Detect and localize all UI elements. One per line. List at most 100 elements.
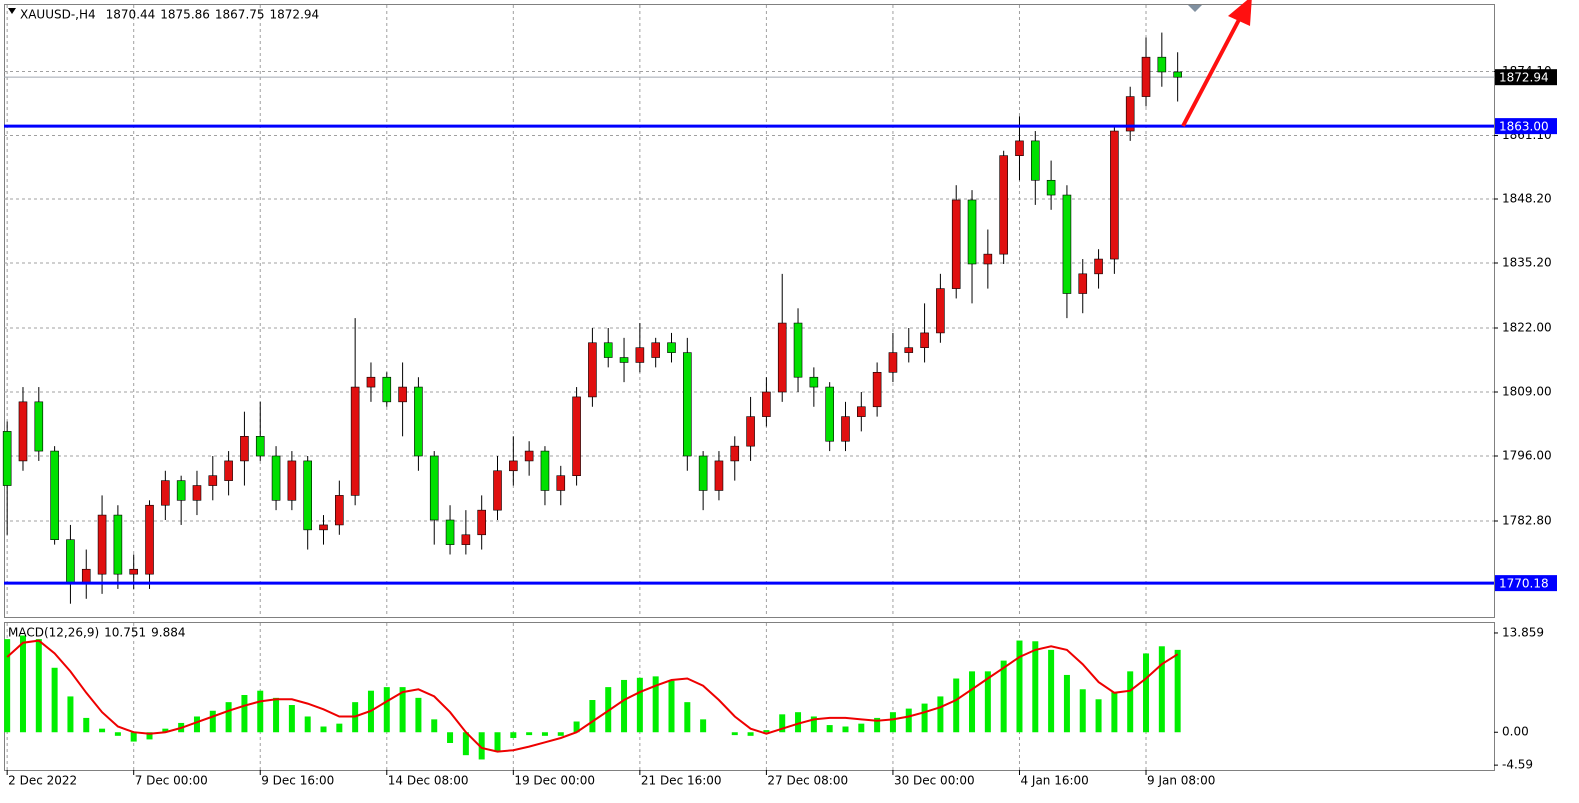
level-badge xyxy=(1495,575,1557,592)
histogram-bar xyxy=(621,679,628,733)
candle-body xyxy=(936,288,945,334)
symbol-title: XAUUSD-,H4 xyxy=(20,8,96,22)
candle-body xyxy=(730,445,740,462)
histogram-bar xyxy=(700,719,707,733)
histogram-bar xyxy=(889,712,896,733)
x-tick-label: 9 Dec 16:00 xyxy=(261,774,334,788)
shift-marker xyxy=(1188,5,1202,12)
histogram-bar xyxy=(1174,649,1181,733)
histogram-bar xyxy=(763,730,770,733)
candle-body xyxy=(1173,71,1182,78)
histogram-bar xyxy=(288,705,295,733)
ohlc-value: 1870.44 xyxy=(106,8,156,22)
histogram-bar xyxy=(573,721,580,733)
histogram-bar xyxy=(984,671,991,733)
histogram-bar xyxy=(731,732,738,736)
histogram-bar xyxy=(304,716,311,733)
indicator-value: 10.751 xyxy=(104,626,146,640)
histogram-bar xyxy=(779,714,786,733)
x-tick-label: 2 Dec 2022 xyxy=(8,774,77,788)
histogram-bar xyxy=(1079,689,1086,733)
labels-layer: XAUUSD-,H4 1870.44 1875.86 1867.75 1872.94 18… xyxy=(8,8,1557,640)
menu-triangle xyxy=(8,8,16,14)
histogram-bar xyxy=(130,732,137,742)
candle-body xyxy=(240,436,249,462)
histogram-bar xyxy=(257,690,264,733)
histogram-bar xyxy=(557,732,564,736)
candle-body xyxy=(841,416,850,442)
candle-body xyxy=(983,253,993,265)
candle-body xyxy=(746,416,755,447)
candle-body xyxy=(66,539,75,585)
candle-body xyxy=(920,332,929,348)
y-tick-label: 1822.00 xyxy=(1502,320,1552,334)
candle-body xyxy=(619,357,629,363)
histogram-bar xyxy=(905,708,912,733)
candle-body xyxy=(18,401,28,462)
candle-body xyxy=(1094,258,1103,275)
histogram-bar xyxy=(953,678,960,733)
histogram-bar xyxy=(462,732,469,756)
histogram-bar xyxy=(99,728,106,733)
candle-body xyxy=(635,347,645,363)
candle-body xyxy=(556,475,566,491)
candle-body xyxy=(255,436,265,457)
histogram-bar xyxy=(510,732,517,738)
y-tick-label: 1782.80 xyxy=(1502,513,1552,527)
histogram-bar xyxy=(937,696,944,733)
candle-body xyxy=(335,495,344,526)
candle-body xyxy=(382,376,392,403)
level-label: 1770.18 xyxy=(1499,577,1549,591)
histogram-bar xyxy=(19,635,26,733)
candle-body xyxy=(493,470,502,511)
signal-line xyxy=(6,639,1179,753)
histogram-bar xyxy=(1143,653,1150,733)
candle-body xyxy=(951,199,961,289)
candle-body xyxy=(129,568,139,575)
candle-body xyxy=(572,396,581,476)
candle-body xyxy=(161,480,170,506)
x-tick-label: 9 Jan 08:00 xyxy=(1147,774,1215,788)
candle-body xyxy=(698,455,708,491)
histogram-bar xyxy=(478,732,485,760)
histogram-bar xyxy=(336,723,343,733)
candle-body xyxy=(888,352,898,373)
candle-body xyxy=(588,342,597,398)
candle-body xyxy=(208,475,218,486)
histogram-bar xyxy=(1048,649,1055,733)
price-label: 1872.94 xyxy=(1499,71,1549,85)
histogram-bar xyxy=(83,717,90,733)
candle-body xyxy=(793,322,803,378)
indicator-title: MACD(12,26,9) xyxy=(8,626,99,640)
arrow-head xyxy=(1228,0,1252,26)
x-tick-label: 7 Dec 00:00 xyxy=(135,774,208,788)
histogram-bar xyxy=(921,703,928,733)
y-tick-label: 1809.00 xyxy=(1502,384,1552,398)
y-tick-label: -4.59 xyxy=(1502,758,1533,772)
grid-layer: 1874.101861.101848.201835.201822.001809.… xyxy=(4,5,1552,788)
candle-body xyxy=(603,342,613,358)
x-tick-label: 19 Dec 00:00 xyxy=(514,774,595,788)
histogram-bar xyxy=(684,702,691,733)
y-tick-label: 0.00 xyxy=(1502,725,1529,739)
x-tick-label: 21 Dec 16:00 xyxy=(641,774,722,788)
histogram-bar xyxy=(1063,674,1070,733)
marks-layer xyxy=(2,32,1494,760)
candle-body xyxy=(904,347,914,353)
candle-body xyxy=(287,460,297,501)
histogram-bar xyxy=(1127,671,1134,733)
histogram-bar xyxy=(826,725,833,733)
candle-body xyxy=(1157,56,1167,73)
candle-body xyxy=(319,524,328,531)
histogram-bar xyxy=(858,723,865,733)
histogram-bar xyxy=(652,676,659,733)
candle-body xyxy=(1078,273,1088,294)
histogram-bar xyxy=(494,732,501,751)
arrow-shaft xyxy=(1181,13,1244,127)
y-tick-label: 1848.20 xyxy=(1502,191,1552,205)
candle-body xyxy=(1030,140,1040,181)
candle-body xyxy=(461,534,471,545)
candle-body xyxy=(524,450,534,462)
candle-body xyxy=(97,514,107,575)
